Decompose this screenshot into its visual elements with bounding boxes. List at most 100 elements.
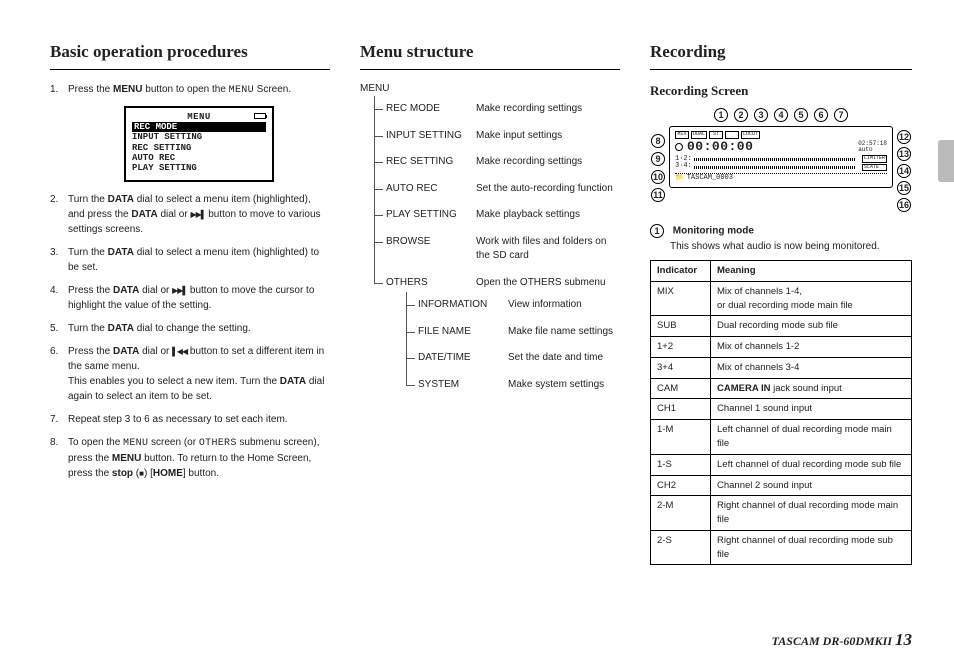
callouts-top: 1234567 — [651, 108, 911, 122]
step-number: 4. — [50, 283, 58, 298]
tree-item-label: REC MODE — [386, 102, 476, 117]
tree-item-label: AUTO REC — [386, 182, 476, 197]
tree-item-label: REC SETTING — [386, 155, 476, 170]
cell-indicator: SUB — [651, 316, 711, 337]
cell-indicator: CAM — [651, 378, 711, 399]
badge-slate: SLATE — [862, 164, 887, 172]
cell-indicator: 1-M — [651, 420, 711, 455]
step-item: 4.Press the DATA dial or button to move … — [68, 283, 330, 313]
mini-menu-screen: MENUREC MODEINPUT SETTINGREC SETTINGAUTO… — [124, 106, 274, 182]
tree-item-desc: Make recording settings — [476, 102, 620, 117]
tree-item-desc: Make input settings — [476, 129, 620, 144]
step-number: 8. — [50, 435, 58, 450]
cell-indicator: 2-M — [651, 496, 711, 531]
tree-item-desc: Make file name settings — [508, 325, 620, 340]
callout-number-1: 1 — [650, 224, 664, 238]
lcd-row-2: 3·4: — [675, 163, 692, 171]
lcd-badge: ST — [709, 131, 723, 139]
lcd-level: auto — [858, 146, 872, 153]
callout-number: 7 — [834, 108, 848, 122]
tree-item: FILE NAMEMake file name settings — [406, 319, 620, 346]
lcd-badge: DUAL — [691, 131, 707, 139]
tree-item-desc: Work with files and folders on the SD ca… — [476, 235, 620, 264]
tree-item: SYSTEMMake system settings — [406, 372, 620, 399]
monitoring-indicator-table: Indicator Meaning MIXMix of channels 1-4… — [650, 260, 912, 565]
cell-meaning: Mix of channels 1-2 — [711, 337, 912, 358]
lcd-time: 00:00:00 — [687, 140, 753, 154]
table-row: CH2Channel 2 sound input — [651, 475, 912, 496]
tree-item: BROWSEWork with files and folders on the… — [374, 229, 620, 270]
step-item: 5.Turn the DATA dial to change the setti… — [68, 321, 330, 336]
tree-item: INPUT SETTINGMake input settings — [374, 123, 620, 150]
tree-item-label: PLAY SETTING — [386, 208, 476, 223]
lcd-badge: LOCUT — [741, 131, 760, 139]
cell-meaning: Left channel of dual recording mode main… — [711, 420, 912, 455]
cell-meaning: Mix of channels 3-4 — [711, 357, 912, 378]
tree-root-label: MENU — [360, 82, 620, 97]
tree-item-desc: Set the date and time — [508, 351, 620, 366]
table-row: 1-SLeft channel of dual recording mode s… — [651, 454, 912, 475]
step-item: 2.Turn the DATA dial to select a menu it… — [68, 192, 330, 237]
table-row: SUBDual recording mode sub file — [651, 316, 912, 337]
tree-item-desc: Make playback settings — [476, 208, 620, 223]
heading-basic: Basic operation procedures — [50, 40, 330, 70]
cell-meaning: Right channel of dual recording mode mai… — [711, 496, 912, 531]
badge-limiter: LIMITER — [862, 155, 887, 163]
callouts-right: 1213141516 — [897, 130, 911, 212]
cell-meaning: Channel 1 sound input — [711, 399, 912, 420]
tree-item: REC MODEMake recording settings — [374, 96, 620, 123]
cell-meaning: Channel 2 sound input — [711, 475, 912, 496]
step-item: 6.Press the DATA dial or button to set a… — [68, 344, 330, 404]
heading-menu-structure: Menu structure — [360, 40, 620, 70]
definition-text: This shows what audio is now being monit… — [670, 240, 912, 255]
step-item: 7.Repeat step 3 to 6 as necessary to set… — [68, 412, 330, 427]
footer-page-number: 13 — [895, 630, 912, 649]
callout-number: 15 — [897, 181, 911, 195]
callouts-left: 891011 — [651, 134, 665, 202]
step-number: 1. — [50, 82, 58, 97]
tree-item: INFORMATIONView information — [406, 292, 620, 319]
tree-item: REC SETTINGMake recording settings — [374, 149, 620, 176]
tree-item-desc: Set the auto-recording function — [476, 182, 620, 197]
lcd-badge: MIX — [675, 131, 689, 139]
menu-tree: MENU REC MODEMake recording settingsINPU… — [360, 82, 620, 399]
tree-item-desc: Make system settings — [508, 378, 620, 393]
tree-item-desc: Make recording settings — [476, 155, 620, 170]
callout-number: 13 — [897, 147, 911, 161]
callout-number: 1 — [714, 108, 728, 122]
folder-icon: 📁 — [675, 175, 684, 183]
table-row: MIXMix of channels 1-4,or dual recording… — [651, 281, 912, 316]
cell-meaning: Mix of channels 1-4,or dual recording mo… — [711, 281, 912, 316]
table-row: 1+2Mix of channels 1-2 — [651, 337, 912, 358]
page-columns: Basic operation procedures 1.Press the M… — [50, 40, 912, 565]
callout-number: 4 — [774, 108, 788, 122]
cell-indicator: CH2 — [651, 475, 711, 496]
page-footer: TASCAM DR-60DMKII 13 — [772, 628, 912, 653]
tree-item-label: BROWSE — [386, 235, 476, 264]
step-number: 3. — [50, 245, 58, 260]
step-number: 7. — [50, 412, 58, 427]
lcd-display: MIXDUALST LOCUT 00:00:00 02:57:18 auto — [669, 126, 893, 187]
table-row: 2-SRight channel of dual recording mode … — [651, 530, 912, 565]
cell-indicator: 2-S — [651, 530, 711, 565]
table-row: CAMCAMERA IN jack sound input — [651, 378, 912, 399]
tree-item-label: DATE/TIME — [418, 351, 508, 366]
callout-number: 14 — [897, 164, 911, 178]
tree-item: PLAY SETTINGMake playback settings — [374, 202, 620, 229]
col-basic-operation: Basic operation procedures 1.Press the M… — [50, 40, 330, 565]
table-row: 1-MLeft channel of dual recording mode m… — [651, 420, 912, 455]
callout-number: 2 — [734, 108, 748, 122]
th-meaning: Meaning — [711, 261, 912, 282]
step-item: 3.Turn the DATA dial to select a menu it… — [68, 245, 330, 275]
tree-item-desc: View information — [508, 298, 620, 313]
tree-item-label: SYSTEM — [418, 378, 508, 393]
tree-item: DATE/TIMESet the date and time — [406, 345, 620, 372]
cell-indicator: CH1 — [651, 399, 711, 420]
footer-model: TASCAM DR-60DMKII — [772, 634, 892, 648]
callout-number: 6 — [814, 108, 828, 122]
tree-item-label: INPUT SETTING — [386, 129, 476, 144]
tree-item-label: INFORMATION — [418, 298, 508, 313]
step-item: 1.Press the MENU button to open the MENU… — [68, 82, 330, 98]
callout-number: 8 — [651, 134, 665, 148]
step-number: 5. — [50, 321, 58, 336]
